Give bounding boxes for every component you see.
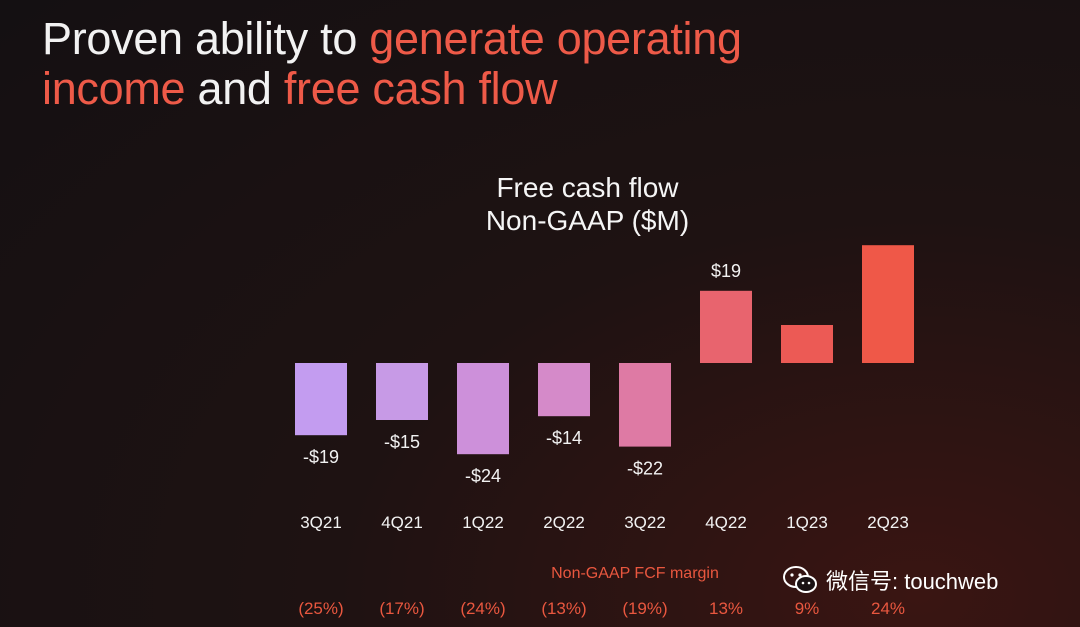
category-label-3Q22: 3Q22 xyxy=(624,513,666,532)
headline-part-1: Proven ability to xyxy=(42,13,370,64)
headline-part-4: and xyxy=(185,63,284,114)
category-label-1Q23: 1Q23 xyxy=(786,513,828,532)
bar-2Q23 xyxy=(862,245,914,363)
data-label-4Q21: -$15 xyxy=(384,432,420,452)
margin-title: Non-GAAP FCF margin xyxy=(551,565,719,582)
margin-value-4Q21: (17%) xyxy=(379,599,424,618)
headline-part-2: generate operating xyxy=(369,13,742,64)
chart-title-line-1: Free cash flow xyxy=(496,172,679,203)
headline-part-5: free cash flow xyxy=(283,63,558,114)
margin-value-1Q23: 9% xyxy=(795,599,820,618)
category-label-4Q22: 4Q22 xyxy=(705,513,747,532)
watermark-text: 微信号: touchweb xyxy=(826,569,999,594)
margin-value-2Q23: 24% xyxy=(871,599,905,618)
margin-value-3Q21: (25%) xyxy=(298,599,343,618)
headline-part-3: income xyxy=(42,63,186,114)
category-label-2Q22: 2Q22 xyxy=(543,513,585,532)
margin-value-3Q22: (19%) xyxy=(622,599,667,618)
bar-3Q22 xyxy=(619,363,671,447)
data-label-3Q22: -$22 xyxy=(627,459,663,479)
watermark: 微信号: touchweb xyxy=(782,563,998,597)
bar-1Q23 xyxy=(781,325,833,363)
wechat-icon xyxy=(783,566,817,593)
data-label-2Q22: -$14 xyxy=(546,428,582,448)
bar-3Q21 xyxy=(295,363,347,436)
bar-4Q22 xyxy=(700,290,752,363)
category-label-2Q23: 2Q23 xyxy=(867,513,909,532)
page-headline: Proven ability to generate operating inc… xyxy=(42,14,1042,114)
data-label-3Q21: -$19 xyxy=(303,447,339,467)
category-label-3Q21: 3Q21 xyxy=(300,513,342,532)
margin-value-1Q22: (24%) xyxy=(460,599,505,618)
bar-1Q22 xyxy=(457,363,509,455)
chart-title-line-2: Non-GAAP ($M) xyxy=(485,205,690,236)
bar-2Q22 xyxy=(538,363,590,417)
data-label-4Q22: $19 xyxy=(711,261,741,281)
margin-value-2Q22: (13%) xyxy=(541,599,586,618)
data-label-1Q22: -$24 xyxy=(465,466,501,486)
margin-value-4Q22: 13% xyxy=(709,599,743,618)
bar-4Q21 xyxy=(376,363,428,420)
category-label-1Q22: 1Q22 xyxy=(462,513,504,532)
category-label-4Q21: 4Q21 xyxy=(381,513,423,532)
